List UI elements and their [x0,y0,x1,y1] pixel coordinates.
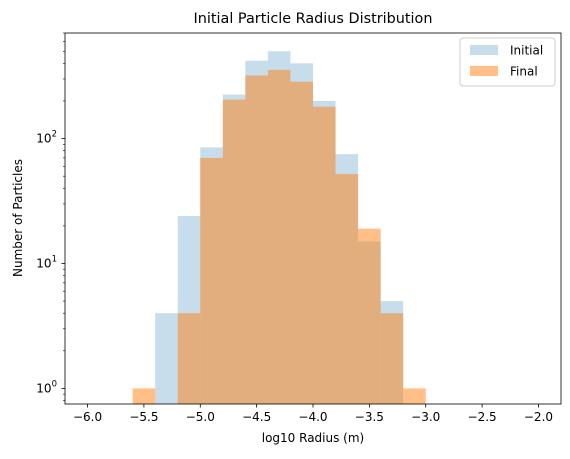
x-tick-label: −4.5 [242,410,271,424]
x-tick-label: −6.0 [73,410,102,424]
bar-final-12 [403,388,426,404]
bar-final-0 [132,388,156,404]
x-tick-label: −5.0 [186,410,215,424]
bar-final-3 [200,157,223,404]
x-tick-label: −4.0 [298,410,327,424]
x-tick-label: −3.5 [355,410,384,424]
bar-final-8 [313,106,336,405]
bar-final-6 [267,69,291,404]
x-axis-ticks: −6.0 −5.5 −5.0 −4.5 −4.0 −3.5 −3.0 −2.5 −2.0 [73,404,553,424]
legend-label-initial: Initial [510,44,543,58]
legend-swatch-final [470,66,498,76]
bar-final-4 [222,99,246,405]
y-tick-label: 100 [36,379,57,395]
bar-final-10 [358,228,381,404]
x-tick-label: −2.5 [468,410,497,424]
legend: Initial Final [459,37,556,87]
bar-final-9 [335,174,359,404]
y-axis-label: Number of Particles [11,159,25,277]
bar-final-11 [380,313,404,404]
x-tick-label: −2.0 [524,410,553,424]
series-final-bars [132,69,426,405]
x-tick-label: −3.0 [411,410,440,424]
bar-final-2 [177,313,201,404]
legend-label-final: Final [510,65,538,79]
bar-final-5 [245,75,268,405]
y-tick-label: 101 [36,254,57,270]
x-tick-label: −5.5 [129,410,158,424]
y-tick-label: 102 [36,130,57,146]
bar-initial-1 [155,313,178,404]
y-axis-ticks: 100 101 102 [36,32,65,401]
plot-area-frame [64,32,562,405]
chart-title: Initial Particle Radius Distribution [194,11,433,27]
bar-final-7 [290,81,313,404]
x-axis-label: log10 Radius (m) [262,431,364,445]
legend-swatch-initial [470,45,498,55]
